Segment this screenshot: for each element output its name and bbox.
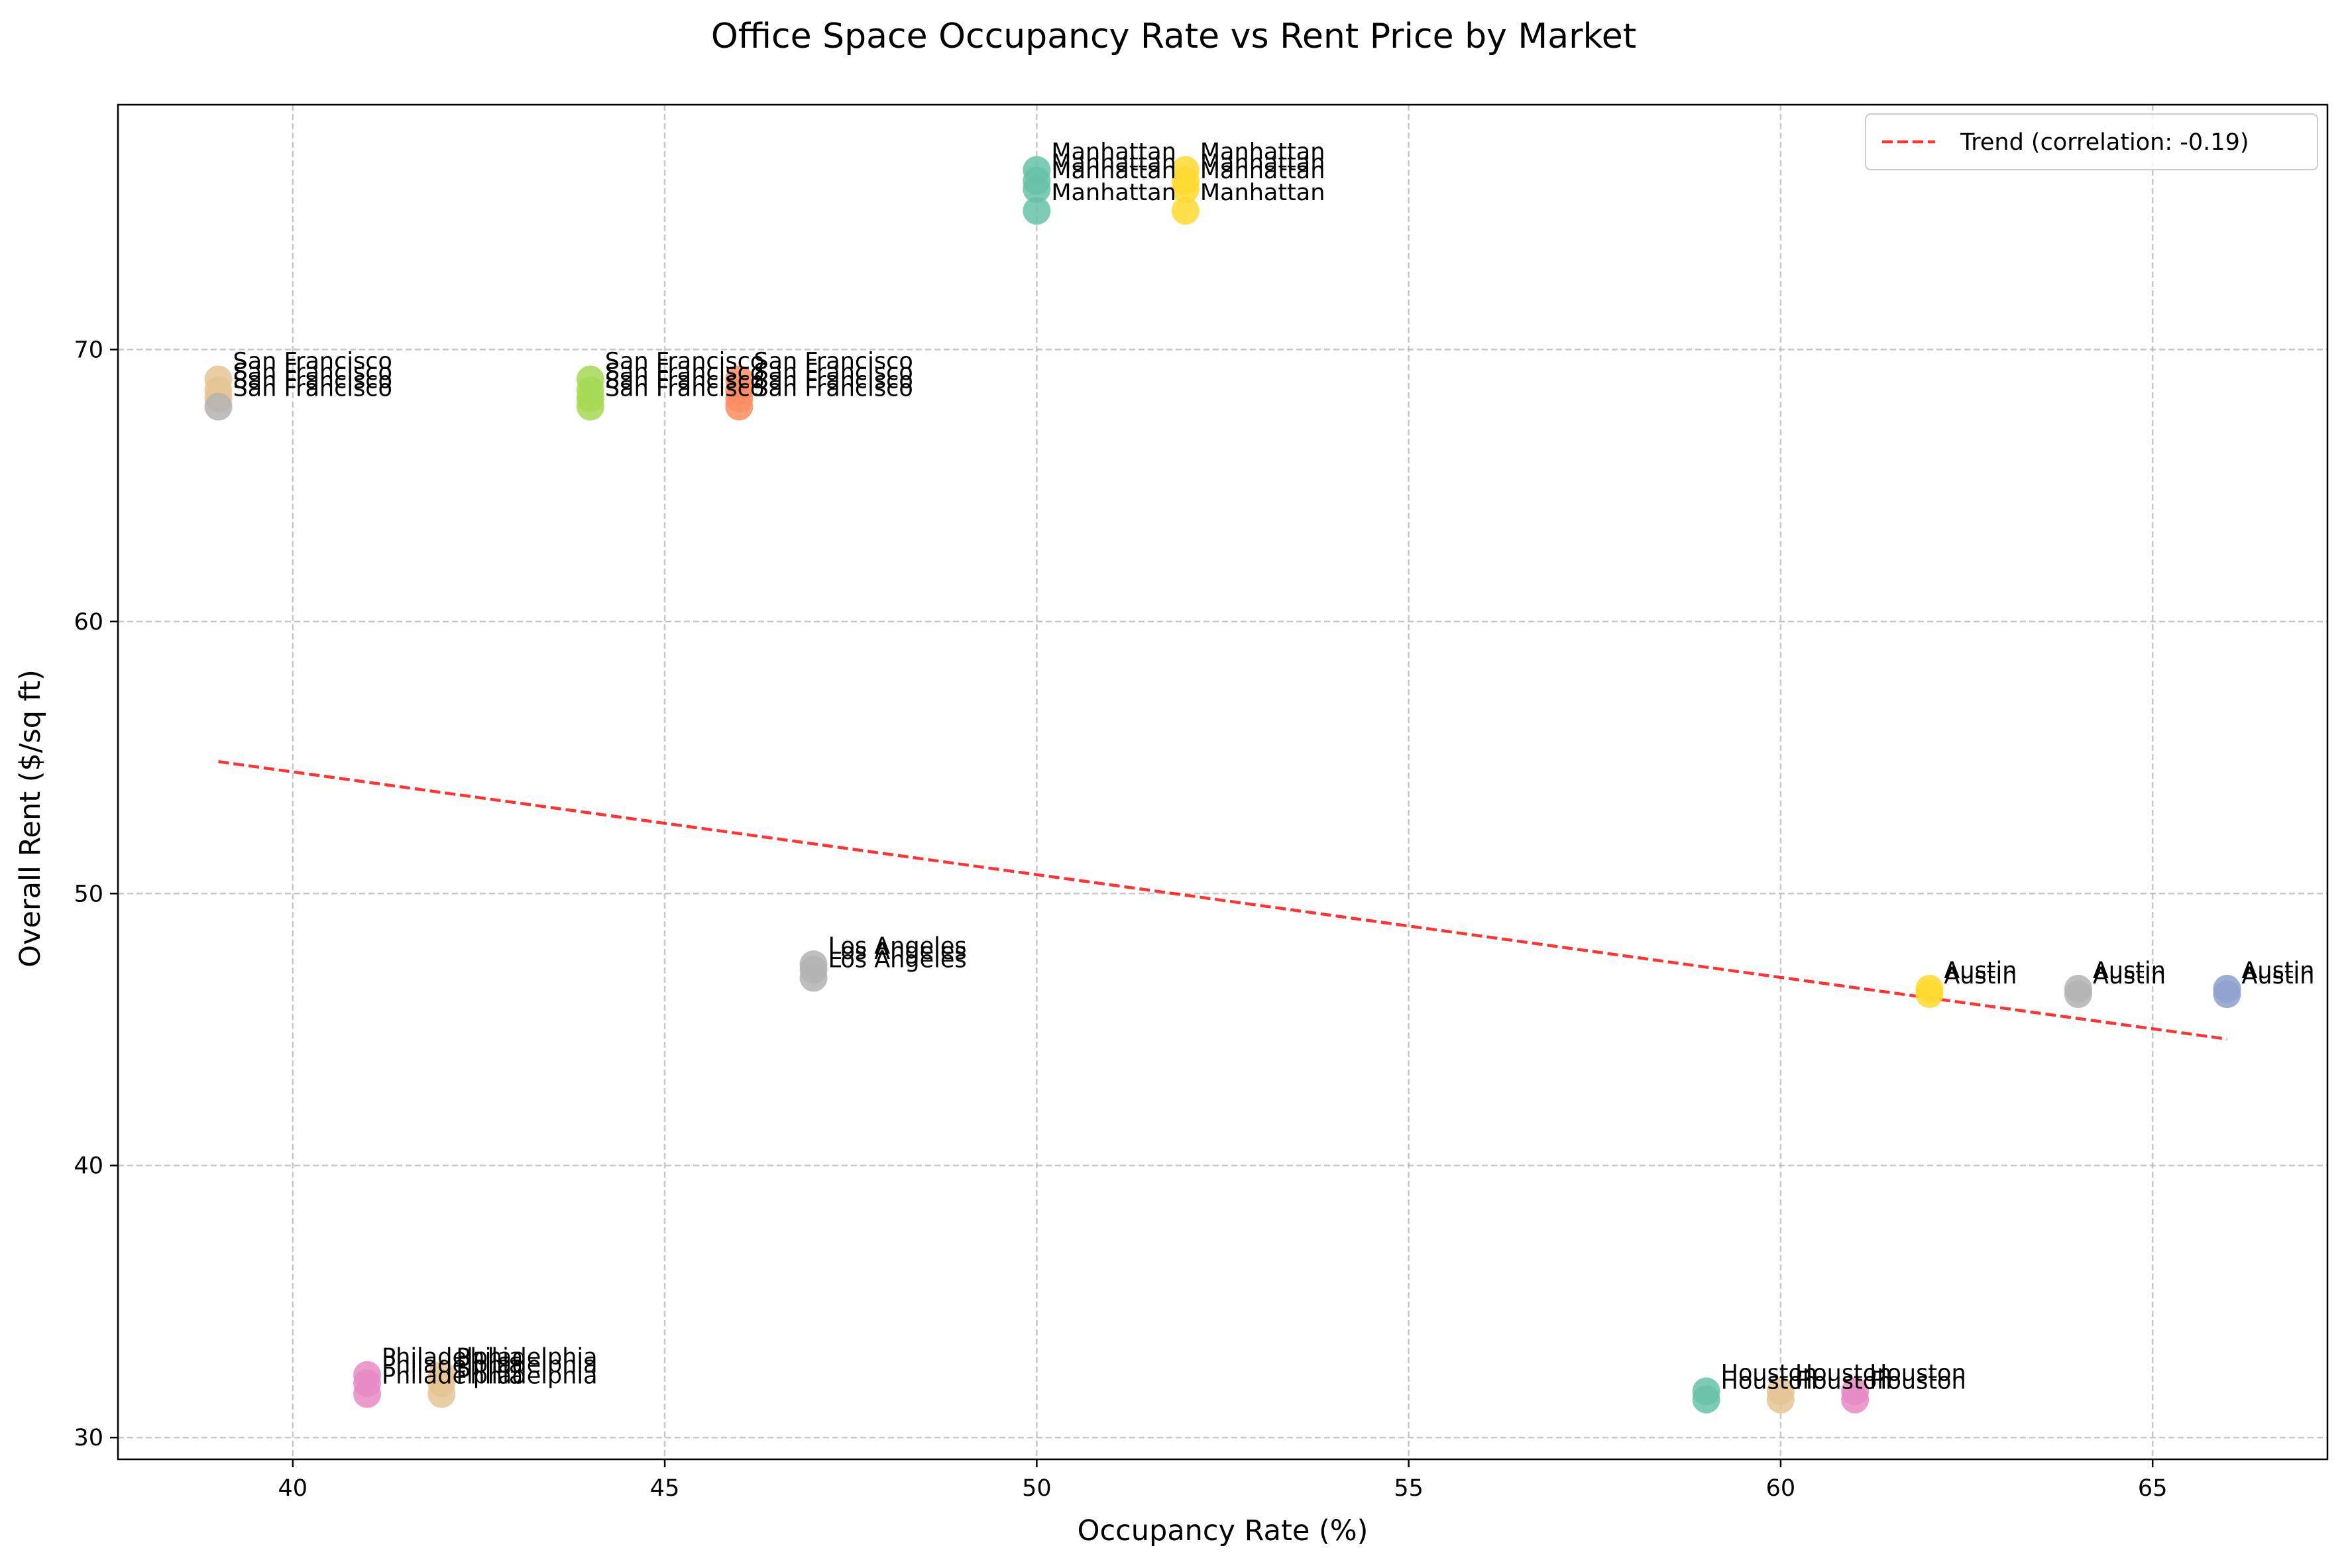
y-axis-label: Overall Rent ($/sq ft) (14, 669, 47, 968)
y-tick-label: 60 (74, 609, 103, 636)
point-label: San Francisco (754, 376, 913, 402)
x-tick-label: 55 (1394, 1475, 1424, 1502)
data-point (427, 1380, 456, 1408)
point-label: Houston (1721, 1369, 1817, 1395)
point-label: San Francisco (233, 376, 392, 402)
y-axis-ticks: 30 40 50 60 70 (74, 337, 118, 1451)
point-label: Los Angeles (828, 938, 967, 965)
point-label: Manhattan (1200, 180, 1325, 206)
point-label: San Francisco (605, 367, 764, 394)
data-points (204, 156, 2241, 1414)
data-point (725, 392, 754, 421)
point-label: San Francisco (233, 367, 392, 394)
point-label: Manhattan (1200, 139, 1325, 166)
data-point (353, 1380, 382, 1408)
point-label: Houston (1721, 1360, 1817, 1386)
x-axis-label: Occupancy Rate (%) (1078, 1514, 1369, 1547)
x-tick-label: 65 (2138, 1475, 2168, 1502)
grid-lines (118, 105, 2327, 1459)
point-label: San Francisco (233, 359, 392, 386)
data-point (1171, 175, 1200, 203)
point-label: San Francisco (754, 359, 913, 386)
x-tick-label: 40 (278, 1475, 308, 1502)
data-point (1023, 197, 1051, 225)
y-tick-label: 30 (74, 1425, 103, 1451)
point-label: Houston (1870, 1369, 1966, 1395)
point-label: Manhattan (1051, 158, 1176, 184)
point-label: San Francisco (754, 349, 913, 375)
point-label: Austin (2093, 958, 2166, 984)
y-tick-label: 40 (74, 1153, 103, 1180)
x-tick-label: 60 (1766, 1475, 1796, 1502)
trend-line-group (218, 759, 2227, 1041)
point-label: Austin (2093, 963, 2166, 989)
data-point (1766, 1385, 1795, 1414)
legend-trend-label: Trend (correlation: -0.19) (1960, 129, 2249, 156)
point-label: Manhattan (1200, 150, 1325, 176)
point-label: Austin (2241, 958, 2314, 984)
y-tick-label: 70 (74, 337, 103, 363)
point-label: Philadelphia (456, 1344, 597, 1371)
point-label: Philadelphia (382, 1344, 523, 1371)
point-label: Philadelphia (456, 1363, 597, 1389)
point-label: San Francisco (605, 359, 764, 386)
point-label: Philadelphia (382, 1363, 523, 1389)
data-point (1023, 175, 1051, 203)
point-label: Philadelphia (456, 1352, 597, 1378)
point-label: Houston (1870, 1360, 1966, 1386)
point-label: Manhattan (1051, 139, 1176, 166)
data-point (1915, 980, 1944, 1009)
data-point (1692, 1385, 1720, 1414)
point-label: Manhattan (1051, 180, 1176, 206)
x-tick-label: 45 (650, 1475, 680, 1502)
point-label: Los Angeles (828, 933, 967, 960)
data-point (799, 964, 828, 992)
chart-title: Office Space Occupancy Rate vs Rent Pric… (711, 17, 1636, 56)
x-tick-label: 50 (1022, 1475, 1052, 1502)
legend: Trend (correlation: -0.19) (1865, 113, 2318, 170)
data-point (2064, 980, 2092, 1009)
point-label: San Francisco (754, 367, 913, 394)
data-point (1841, 1385, 1870, 1414)
data-point (204, 392, 233, 421)
data-point (1171, 197, 1200, 225)
point-label: Houston (1795, 1360, 1891, 1386)
point-label: San Francisco (605, 349, 764, 375)
point-label: Austin (1944, 958, 2017, 984)
y-tick-label: 50 (74, 881, 103, 907)
point-label: San Francisco (233, 349, 392, 375)
point-label: Philadelphia (382, 1352, 523, 1378)
data-point (2213, 980, 2241, 1009)
point-label: Manhattan (1051, 150, 1176, 176)
plot-frame (117, 103, 2329, 1461)
point-label: Austin (1944, 963, 2017, 989)
data-point (576, 392, 604, 421)
point-label: Austin (2241, 963, 2314, 989)
point-label: San Francisco (605, 376, 764, 402)
point-label: Los Angeles (828, 947, 967, 974)
point-label: Houston (1795, 1369, 1891, 1395)
x-axis-ticks: 40 45 50 55 60 65 (278, 1459, 2168, 1502)
legend-box (1865, 113, 2318, 170)
point-label: Manhattan (1200, 158, 1325, 184)
trend-line (218, 759, 2227, 1041)
